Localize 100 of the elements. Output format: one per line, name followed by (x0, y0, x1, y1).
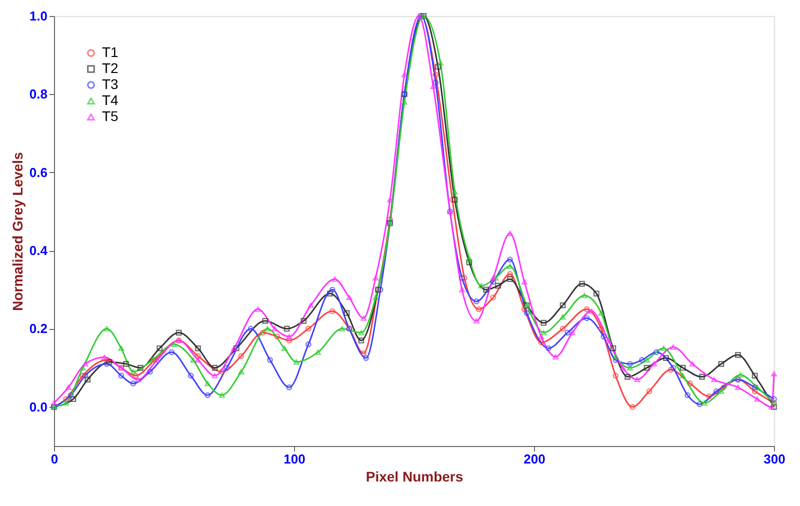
point (720, 384, 727, 390)
y-tick-label: 0.0 (29, 399, 48, 414)
point (735, 384, 741, 390)
point (569, 330, 576, 336)
point (300, 318, 307, 324)
point (612, 353, 619, 359)
point (284, 326, 290, 332)
point (82, 361, 88, 367)
x-tick-label: 100 (284, 452, 306, 466)
legend-label: T1 (102, 44, 119, 60)
point (152, 357, 158, 363)
point (327, 290, 333, 296)
point (212, 364, 218, 371)
point (490, 278, 496, 285)
point (171, 342, 177, 347)
point (507, 264, 513, 269)
point (461, 274, 468, 281)
point (156, 345, 163, 352)
point (507, 230, 513, 236)
point (267, 357, 273, 363)
point (219, 368, 225, 375)
point (598, 310, 604, 316)
point (524, 310, 530, 316)
y-tick-label: 0.4 (29, 243, 48, 258)
point (680, 364, 686, 371)
point (540, 320, 547, 326)
point (584, 306, 590, 312)
point (195, 357, 201, 363)
point (101, 354, 108, 360)
point (346, 294, 352, 300)
point (670, 364, 676, 371)
y-tick-label: 0.8 (29, 86, 48, 102)
point (238, 369, 244, 374)
point (432, 72, 439, 78)
point (238, 353, 244, 360)
point (620, 365, 626, 370)
point (360, 316, 367, 321)
point (651, 361, 657, 367)
point (644, 357, 650, 363)
point (286, 334, 292, 340)
point (68, 392, 74, 398)
point (600, 334, 607, 340)
point (190, 357, 196, 363)
legend-label: T5 (102, 108, 119, 124)
point (696, 401, 703, 408)
point (521, 279, 528, 284)
point (473, 318, 480, 324)
point (663, 355, 669, 361)
point (639, 357, 645, 363)
point (507, 271, 513, 277)
point (416, 13, 422, 19)
point (118, 372, 124, 379)
point (147, 368, 153, 375)
point (286, 338, 292, 344)
point (459, 287, 465, 292)
point (149, 357, 156, 363)
point (255, 306, 261, 312)
point (752, 388, 758, 394)
point (521, 306, 528, 312)
point (771, 371, 777, 376)
point (581, 292, 588, 298)
point (70, 396, 76, 402)
point (627, 365, 633, 370)
point (332, 276, 338, 282)
point (305, 341, 312, 348)
point (137, 364, 144, 371)
point (387, 197, 393, 202)
point (204, 392, 211, 398)
point (344, 310, 350, 316)
point (466, 256, 472, 261)
point (82, 372, 88, 379)
y-axis-title: Normalized Grey Levels (9, 152, 26, 311)
point (706, 393, 712, 400)
point (752, 384, 758, 390)
point (339, 326, 345, 332)
point (646, 388, 652, 394)
point (430, 84, 436, 89)
point (308, 302, 314, 308)
point (130, 369, 136, 374)
point (51, 400, 57, 406)
point (624, 374, 631, 380)
point (768, 404, 775, 410)
point (627, 360, 633, 367)
point (437, 60, 444, 66)
point (605, 338, 612, 344)
point (538, 339, 544, 346)
point (188, 372, 194, 379)
point (560, 314, 566, 320)
point (104, 360, 110, 367)
point (123, 360, 129, 367)
point (466, 259, 472, 266)
point (449, 196, 456, 203)
point (358, 338, 364, 344)
point (372, 275, 379, 281)
point (490, 294, 496, 300)
point (315, 350, 321, 355)
point (80, 372, 86, 379)
point (168, 349, 175, 356)
point (195, 345, 201, 352)
point (507, 256, 513, 262)
